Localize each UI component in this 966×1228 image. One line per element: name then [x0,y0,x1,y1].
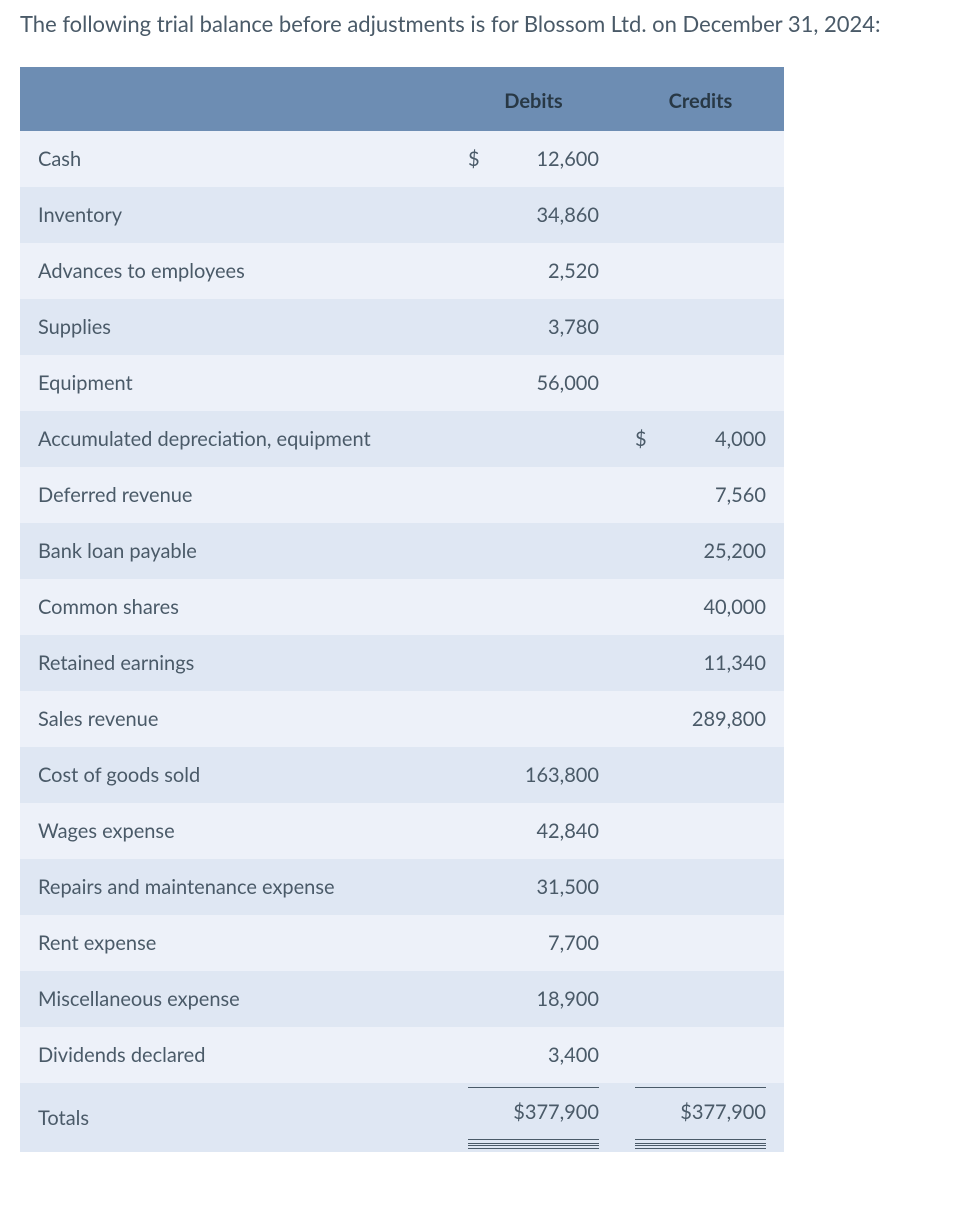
intro-text: The following trial balance before adjus… [20,10,966,37]
table-row: Accumulated depreciation, equipment $4,00… [20,411,784,467]
table-row: Repairs and maintenance expense31,500 [20,859,784,915]
table-row: Rent expense7,700 [20,915,784,971]
account-name: Dividends declared [20,1027,450,1083]
debit-value: 18,900 [450,971,617,1027]
debit-value: 163,800 [450,747,617,803]
credit-value [617,1027,784,1083]
debit-value [450,411,617,467]
trial-balance-table: Debits Credits Cash$12,600Inventory34,86… [20,67,784,1152]
debit-value: 3,780 [450,299,617,355]
debit-value: 56,000 [450,355,617,411]
account-name: Wages expense [20,803,450,859]
credit-value: 11,340 [617,635,784,691]
debit-value [450,691,617,747]
account-name: Advances to employees [20,243,450,299]
credit-value [617,859,784,915]
header-credits: Credits [617,71,784,131]
debit-value: 34,860 [450,187,617,243]
credit-value: $4,000 [617,411,784,467]
table-row: Retained earnings 11,340 [20,635,784,691]
account-name: Supplies [20,299,450,355]
account-name: Common shares [20,579,450,635]
table-row: Common shares 40,000 [20,579,784,635]
account-name: Deferred revenue [20,467,450,523]
debit-value: 31,500 [450,859,617,915]
credit-value [617,915,784,971]
credit-value [617,187,784,243]
currency-symbol: $ [468,147,480,171]
table-row: Deferred revenue 7,560 [20,467,784,523]
credit-value [617,355,784,411]
account-name: Equipment [20,355,450,411]
totals-credit: $377,900 [617,1083,784,1152]
table-row: Equipment56,000 [20,355,784,411]
debit-value: $12,600 [450,131,617,187]
header-debits: Debits [450,71,617,131]
table-row: Dividends declared3,400 [20,1027,784,1083]
debit-value [450,579,617,635]
totals-row: Totals$377,900$377,900 [20,1083,784,1152]
credit-value [617,131,784,187]
table-row: Cost of goods sold163,800 [20,747,784,803]
debit-value [450,635,617,691]
debit-value [450,523,617,579]
credit-value: 40,000 [617,579,784,635]
credit-value [617,971,784,1027]
account-name: Cash [20,131,450,187]
debit-value: 2,520 [450,243,617,299]
totals-debit: $377,900 [450,1083,617,1152]
account-name: Rent expense [20,915,450,971]
account-name: Repairs and maintenance expense [20,859,450,915]
table-row: Bank loan payable 25,200 [20,523,784,579]
account-name: Retained earnings [20,635,450,691]
table-row: Miscellaneous expense18,900 [20,971,784,1027]
debit-value: 7,700 [450,915,617,971]
header-account [20,71,450,131]
credit-value [617,803,784,859]
header-row: Debits Credits [20,71,784,131]
account-name: Inventory [20,187,450,243]
credit-value [617,299,784,355]
account-name: Miscellaneous expense [20,971,450,1027]
credit-value: 25,200 [617,523,784,579]
debit-value: 42,840 [450,803,617,859]
account-name: Cost of goods sold [20,747,450,803]
table-row: Sales revenue 289,800 [20,691,784,747]
totals-label: Totals [20,1083,450,1152]
table-row: Supplies3,780 [20,299,784,355]
credit-value: 7,560 [617,467,784,523]
credit-value [617,747,784,803]
table-row: Cash$12,600 [20,131,784,187]
debit-value: 3,400 [450,1027,617,1083]
credit-value [617,243,784,299]
account-name: Accumulated depreciation, equipment [20,411,450,467]
account-name: Bank loan payable [20,523,450,579]
account-name: Sales revenue [20,691,450,747]
table-row: Advances to employees2,520 [20,243,784,299]
credit-value: 289,800 [617,691,784,747]
debit-value [450,467,617,523]
table-row: Inventory34,860 [20,187,784,243]
table-row: Wages expense42,840 [20,803,784,859]
currency-symbol: $ [635,427,647,451]
